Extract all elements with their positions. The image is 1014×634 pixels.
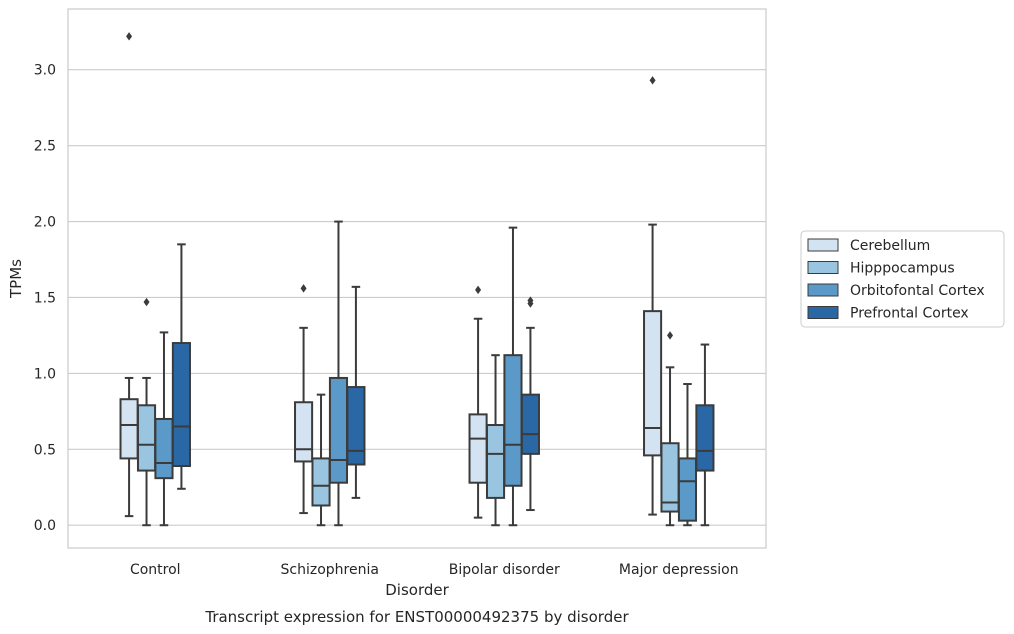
- chart-caption: Transcript expression for ENST0000049237…: [204, 608, 629, 626]
- x-tick-label: Bipolar disorder: [449, 562, 560, 578]
- legend-label: Cerebellum: [850, 238, 930, 254]
- box-0-2: [468, 285, 488, 519]
- box-body: [503, 354, 523, 487]
- box-body: [294, 401, 314, 463]
- y-tick-label: 1.5: [34, 290, 56, 306]
- box-2-3: [677, 383, 698, 527]
- box-body: [328, 376, 349, 484]
- box-body: [468, 413, 488, 484]
- box-body: [346, 386, 366, 466]
- legend-frame: [800, 230, 1005, 328]
- outlier-point: [143, 297, 150, 307]
- box-3-2: [520, 296, 540, 512]
- box-body: [311, 457, 331, 507]
- box-0-3: [643, 76, 663, 516]
- legend-swatch: [807, 238, 839, 252]
- y-tick-labels: 0.0 0.5 1.0 1.5 2.0 2.5 3.0: [34, 63, 56, 534]
- box-1-3: [660, 331, 680, 527]
- box-body: [119, 398, 139, 460]
- box-1-1: [311, 393, 331, 527]
- box-body: [136, 404, 157, 472]
- legend: Cerebellum Hipppocampus Orbitofontal Corte…: [800, 230, 1005, 328]
- y-tick-label: 2.5: [34, 139, 56, 155]
- y-tick-label: 0.5: [34, 442, 56, 458]
- box-body: [171, 342, 191, 468]
- outlier-point: [667, 331, 674, 340]
- legend-label: Prefrontal Cortex: [850, 306, 969, 322]
- plot-boxes: [119, 32, 715, 527]
- outlier-point: [527, 296, 534, 305]
- box-0-1: [294, 284, 314, 515]
- box-0-0: [119, 32, 139, 518]
- legend-swatch: [807, 261, 839, 274]
- outlier-point: [649, 76, 656, 85]
- outlier-point: [475, 285, 482, 295]
- box-1-2: [485, 354, 506, 527]
- box-body: [154, 417, 174, 480]
- box-2-0: [154, 331, 174, 527]
- y-tick-label: 1.0: [34, 366, 56, 382]
- legend-label: Orbitofontal Cortex: [850, 283, 985, 299]
- outlier-point: [126, 32, 133, 41]
- box-body: [677, 457, 698, 522]
- legend-swatch: [807, 306, 839, 319]
- legend-label: Hipppocampus: [850, 261, 955, 277]
- y-tick-label: 2.0: [34, 215, 56, 231]
- box-body: [660, 442, 680, 513]
- plot-frame: [67, 8, 767, 549]
- y-tick-label: 0.0: [34, 518, 56, 534]
- x-tick-label: Control: [130, 562, 181, 578]
- legend-swatch: [807, 283, 839, 297]
- box-3-3: [695, 343, 715, 527]
- x-axis-label: Disorder: [385, 581, 449, 599]
- x-tick-label: Schizophrenia: [281, 562, 379, 578]
- box-body: [643, 310, 663, 457]
- box-body: [520, 393, 540, 455]
- x-tick-labels: Control Schizophrenia Bipolar disorder Majo…: [130, 562, 739, 578]
- y-axis-label: TPMs: [7, 259, 25, 299]
- box-3-0: [171, 243, 191, 490]
- x-tick-label: Major depression: [619, 562, 739, 578]
- box-body: [695, 404, 715, 472]
- outlier-point: [300, 284, 307, 293]
- box-body: [485, 424, 506, 499]
- box-3-1: [346, 285, 366, 499]
- box-2-2: [503, 226, 523, 527]
- box-1-0: [136, 297, 157, 527]
- y-tick-label: 3.0: [34, 63, 56, 79]
